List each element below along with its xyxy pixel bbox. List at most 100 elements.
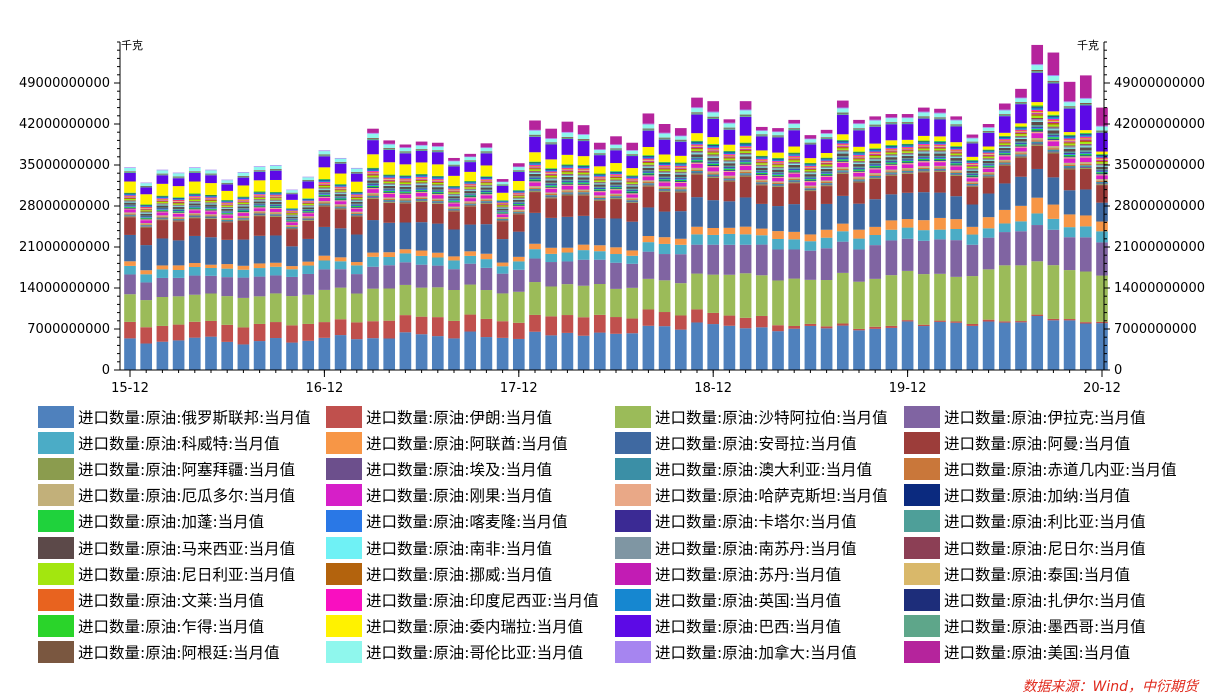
legend-item: 进口数量:原油:马来西亚:当月值 xyxy=(38,536,295,559)
bar-segment xyxy=(464,157,477,161)
bar-segment xyxy=(853,182,865,204)
bar-segment xyxy=(674,170,687,172)
bar-segment xyxy=(901,227,914,239)
bar-segment xyxy=(302,212,315,214)
bar-segment xyxy=(512,201,525,203)
bar-segment xyxy=(707,148,720,150)
legend-swatch xyxy=(904,562,940,585)
bar-segment xyxy=(982,269,995,320)
bar-segment xyxy=(853,159,865,162)
bar-segment xyxy=(820,184,833,186)
bar-segment xyxy=(917,151,930,153)
bar-segment xyxy=(917,144,930,146)
bar-segment xyxy=(464,162,477,172)
bar-segment xyxy=(399,190,412,192)
bar-segment xyxy=(917,146,930,148)
bar-segment xyxy=(885,156,898,158)
bar-segment xyxy=(885,165,898,170)
bar-segment xyxy=(156,277,169,297)
bar-segment xyxy=(626,192,639,194)
bar-segment xyxy=(755,327,768,370)
bar-segment xyxy=(415,255,428,265)
legend-item: 进口数量:原油:扎伊尔:当月值 xyxy=(904,588,1146,611)
bar-segment xyxy=(480,194,493,196)
y-tick-label-left: 7000000000 xyxy=(27,322,110,337)
bar-segment xyxy=(545,197,558,199)
bar-segment xyxy=(237,327,250,345)
legend-item: 进口数量:原油:加纳:当月值 xyxy=(904,484,1130,507)
bar-segment xyxy=(577,335,590,370)
legend-swatch xyxy=(38,510,74,533)
legend-swatch xyxy=(904,458,940,481)
bar-segment xyxy=(1063,237,1076,271)
bar-segment xyxy=(1063,81,1076,102)
bar-segment xyxy=(188,193,201,195)
bar-segment xyxy=(1063,143,1076,146)
bar-segment xyxy=(804,188,817,190)
bar-segment xyxy=(205,209,217,211)
bar-segment xyxy=(1096,126,1108,131)
bar-segment xyxy=(723,154,736,156)
bar-segment xyxy=(464,188,477,190)
bar-segment xyxy=(966,137,979,139)
bar-segment xyxy=(577,172,590,175)
bar-segment xyxy=(302,294,315,324)
bar-segment xyxy=(124,200,136,201)
bar-segment xyxy=(545,262,558,287)
bar-segment xyxy=(399,201,412,203)
bar-segment xyxy=(415,141,428,145)
bar-segment xyxy=(172,213,185,217)
bar-segment xyxy=(674,155,687,163)
bar-segment xyxy=(334,188,347,190)
bar-segment xyxy=(156,217,169,219)
bar-segment xyxy=(1015,135,1027,137)
bar-segment xyxy=(448,164,460,166)
bar-segment xyxy=(998,152,1011,154)
bar-segment xyxy=(302,211,315,213)
bar-segment xyxy=(480,189,493,191)
bar-segment xyxy=(529,191,541,193)
bar-segment xyxy=(561,185,574,190)
bar-segment xyxy=(318,206,331,227)
bar-segment xyxy=(674,162,687,164)
bar-segment xyxy=(172,240,185,266)
bar-segment xyxy=(1063,147,1076,149)
bar-segment xyxy=(367,175,379,178)
bar-segment xyxy=(593,199,606,201)
bar-segment xyxy=(253,194,266,196)
bar-segment xyxy=(205,208,217,210)
legend-swatch xyxy=(38,640,74,663)
bar-segment xyxy=(593,184,606,187)
bar-segment xyxy=(529,282,541,315)
bar-segment xyxy=(302,216,315,218)
bar-segment xyxy=(836,140,849,142)
bar-segment xyxy=(1063,320,1076,370)
bar-segment xyxy=(1096,221,1108,232)
bar-segment xyxy=(448,209,460,211)
bar-segment xyxy=(577,195,590,216)
bar-segment xyxy=(253,197,266,200)
bar-segment xyxy=(723,274,736,316)
bar-segment xyxy=(512,210,525,212)
bar-segment xyxy=(998,141,1011,143)
bar-segment xyxy=(496,204,509,206)
bar-segment xyxy=(1096,154,1108,155)
bar-segment xyxy=(253,263,266,269)
bar-segment xyxy=(901,155,914,159)
bar-segment xyxy=(269,201,282,204)
bar-segment xyxy=(772,128,784,132)
bar-segment xyxy=(496,239,509,263)
bar-segment xyxy=(496,203,509,205)
bar-segment xyxy=(836,171,849,173)
bar-segment xyxy=(237,208,250,210)
bar-segment xyxy=(804,173,817,175)
bar-segment xyxy=(998,139,1011,140)
bar-segment xyxy=(982,131,995,133)
bar-segment xyxy=(367,171,379,172)
bar-segment xyxy=(221,215,234,218)
bar-segment xyxy=(755,134,768,136)
bar-segment xyxy=(350,194,363,196)
bar-segment xyxy=(804,250,817,280)
bar-segment xyxy=(172,200,185,202)
bar-segment xyxy=(739,175,752,177)
